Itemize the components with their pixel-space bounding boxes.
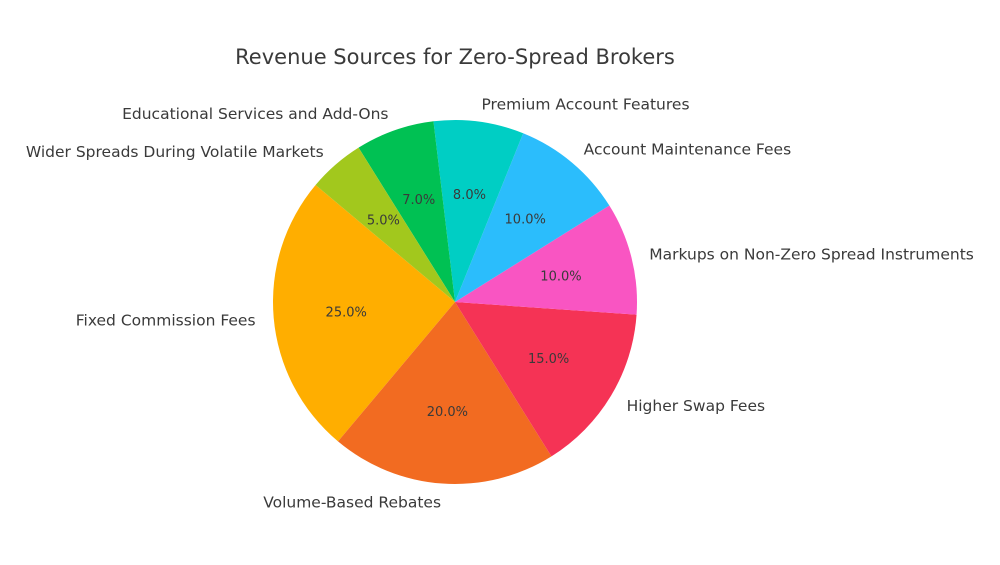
slice-percent-label: 8.0% xyxy=(453,188,486,203)
pie-slice xyxy=(272,185,455,442)
slice-category-label: Markups on Non-Zero Spread Instruments xyxy=(649,246,974,264)
pie-slice xyxy=(358,121,455,303)
pie-slice xyxy=(455,133,610,302)
pie-slice xyxy=(433,120,524,302)
slice-category-label: Volume-Based Rebates xyxy=(263,494,441,512)
pie-slice xyxy=(455,205,637,315)
pie-slice xyxy=(455,302,637,457)
slice-category-label: Wider Spreads During Volatile Markets xyxy=(26,143,324,161)
slice-category-label: Fixed Commission Fees xyxy=(76,311,256,329)
slice-category-label: Account Maintenance Fees xyxy=(584,141,791,159)
percent-labels: 25.0% 20.0% 15.0% 10.0% 10.0% 8.0% 7.0%5.0% xyxy=(326,188,582,420)
pie-slice xyxy=(315,147,455,302)
slice-percent-label: 25.0% xyxy=(326,306,367,321)
pie-wedges xyxy=(272,120,637,484)
slice-percent-label: 20.0% xyxy=(427,405,468,420)
slice-percent-label: 10.0% xyxy=(505,212,546,227)
slice-percent-label: 5.0% xyxy=(367,214,400,229)
slice-category-label: Educational Services and Add-Ons xyxy=(122,105,388,123)
pie-slice xyxy=(338,302,552,484)
slice-percent-label: 10.0% xyxy=(540,270,581,285)
slice-percent-label: 7.0% xyxy=(402,193,435,208)
slice-category-label: Higher Swap Fees xyxy=(627,397,765,415)
category-labels: Fixed Commission Fees Volume-Based Rebate… xyxy=(26,96,974,512)
slice-percent-label: 15.0% xyxy=(528,352,569,367)
chart-title: Revenue Sources for Zero-Spread Brokers xyxy=(235,45,675,69)
slice-category-label: Premium Account Features xyxy=(481,96,689,114)
